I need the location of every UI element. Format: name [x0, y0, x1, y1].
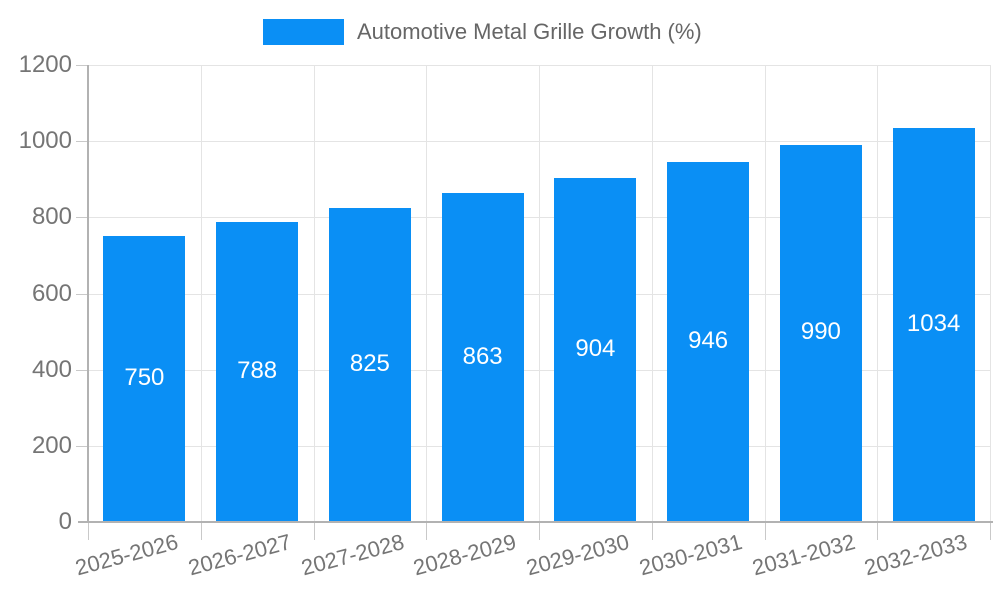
v-gridline — [877, 65, 878, 522]
x-tick-mark — [990, 522, 991, 540]
y-tick-mark — [76, 445, 88, 447]
v-gridline — [201, 65, 202, 522]
legend-label: Automotive Metal Grille Growth (%) — [357, 18, 702, 44]
x-tick-mark — [314, 522, 315, 540]
y-tick-label: 0 — [58, 508, 72, 535]
bar-value-label: 1034 — [906, 310, 961, 338]
bar: 1034 — [892, 128, 975, 522]
x-tick-mark — [88, 522, 89, 540]
x-tick-mark — [201, 522, 202, 540]
x-tick-mark — [652, 522, 653, 540]
chart-legend: Automotive Metal Grille Growth (%) — [263, 18, 702, 45]
bar: 946 — [667, 161, 750, 522]
y-axis-line — [87, 65, 89, 522]
bar: 825 — [328, 207, 411, 522]
bar-value-label: 863 — [462, 342, 503, 370]
x-tick-mark — [426, 522, 427, 540]
x-tick-label: 2028-2029 — [410, 529, 520, 581]
x-tick-mark — [765, 522, 766, 540]
bar-value-label: 750 — [124, 364, 165, 392]
y-tick-label: 800 — [31, 203, 72, 231]
y-tick-label: 1000 — [18, 127, 72, 155]
y-tick-mark — [76, 141, 88, 143]
bar-value-label: 904 — [575, 334, 616, 362]
x-tick-mark — [539, 522, 540, 540]
v-gridline — [990, 65, 991, 522]
bar: 750 — [103, 236, 186, 522]
v-gridline — [539, 65, 540, 522]
bar-value-label: 788 — [237, 356, 278, 384]
y-tick-label: 200 — [31, 431, 72, 459]
legend-swatch — [263, 18, 344, 45]
bar-value-label: 825 — [349, 349, 390, 377]
bar: 990 — [779, 144, 862, 522]
y-tick-label: 1200 — [18, 51, 72, 78]
v-gridline — [426, 65, 427, 522]
y-tick-label: 600 — [31, 279, 72, 307]
bar: 788 — [216, 221, 299, 522]
bar: 904 — [554, 177, 637, 522]
y-tick-mark — [76, 293, 88, 295]
x-tick-label: 2032-2033 — [861, 529, 971, 581]
v-gridline — [765, 65, 766, 522]
v-gridline — [314, 65, 315, 522]
bar-value-label: 990 — [800, 318, 841, 346]
y-tick-mark — [76, 217, 88, 219]
x-axis-line — [78, 521, 993, 523]
y-tick-label: 400 — [31, 355, 72, 383]
x-tick-mark — [877, 522, 878, 540]
bar-value-label: 946 — [688, 326, 729, 354]
bar: 863 — [441, 193, 524, 522]
v-gridline — [652, 65, 653, 522]
y-tick-mark — [76, 369, 88, 371]
y-tick-mark — [76, 65, 88, 66]
